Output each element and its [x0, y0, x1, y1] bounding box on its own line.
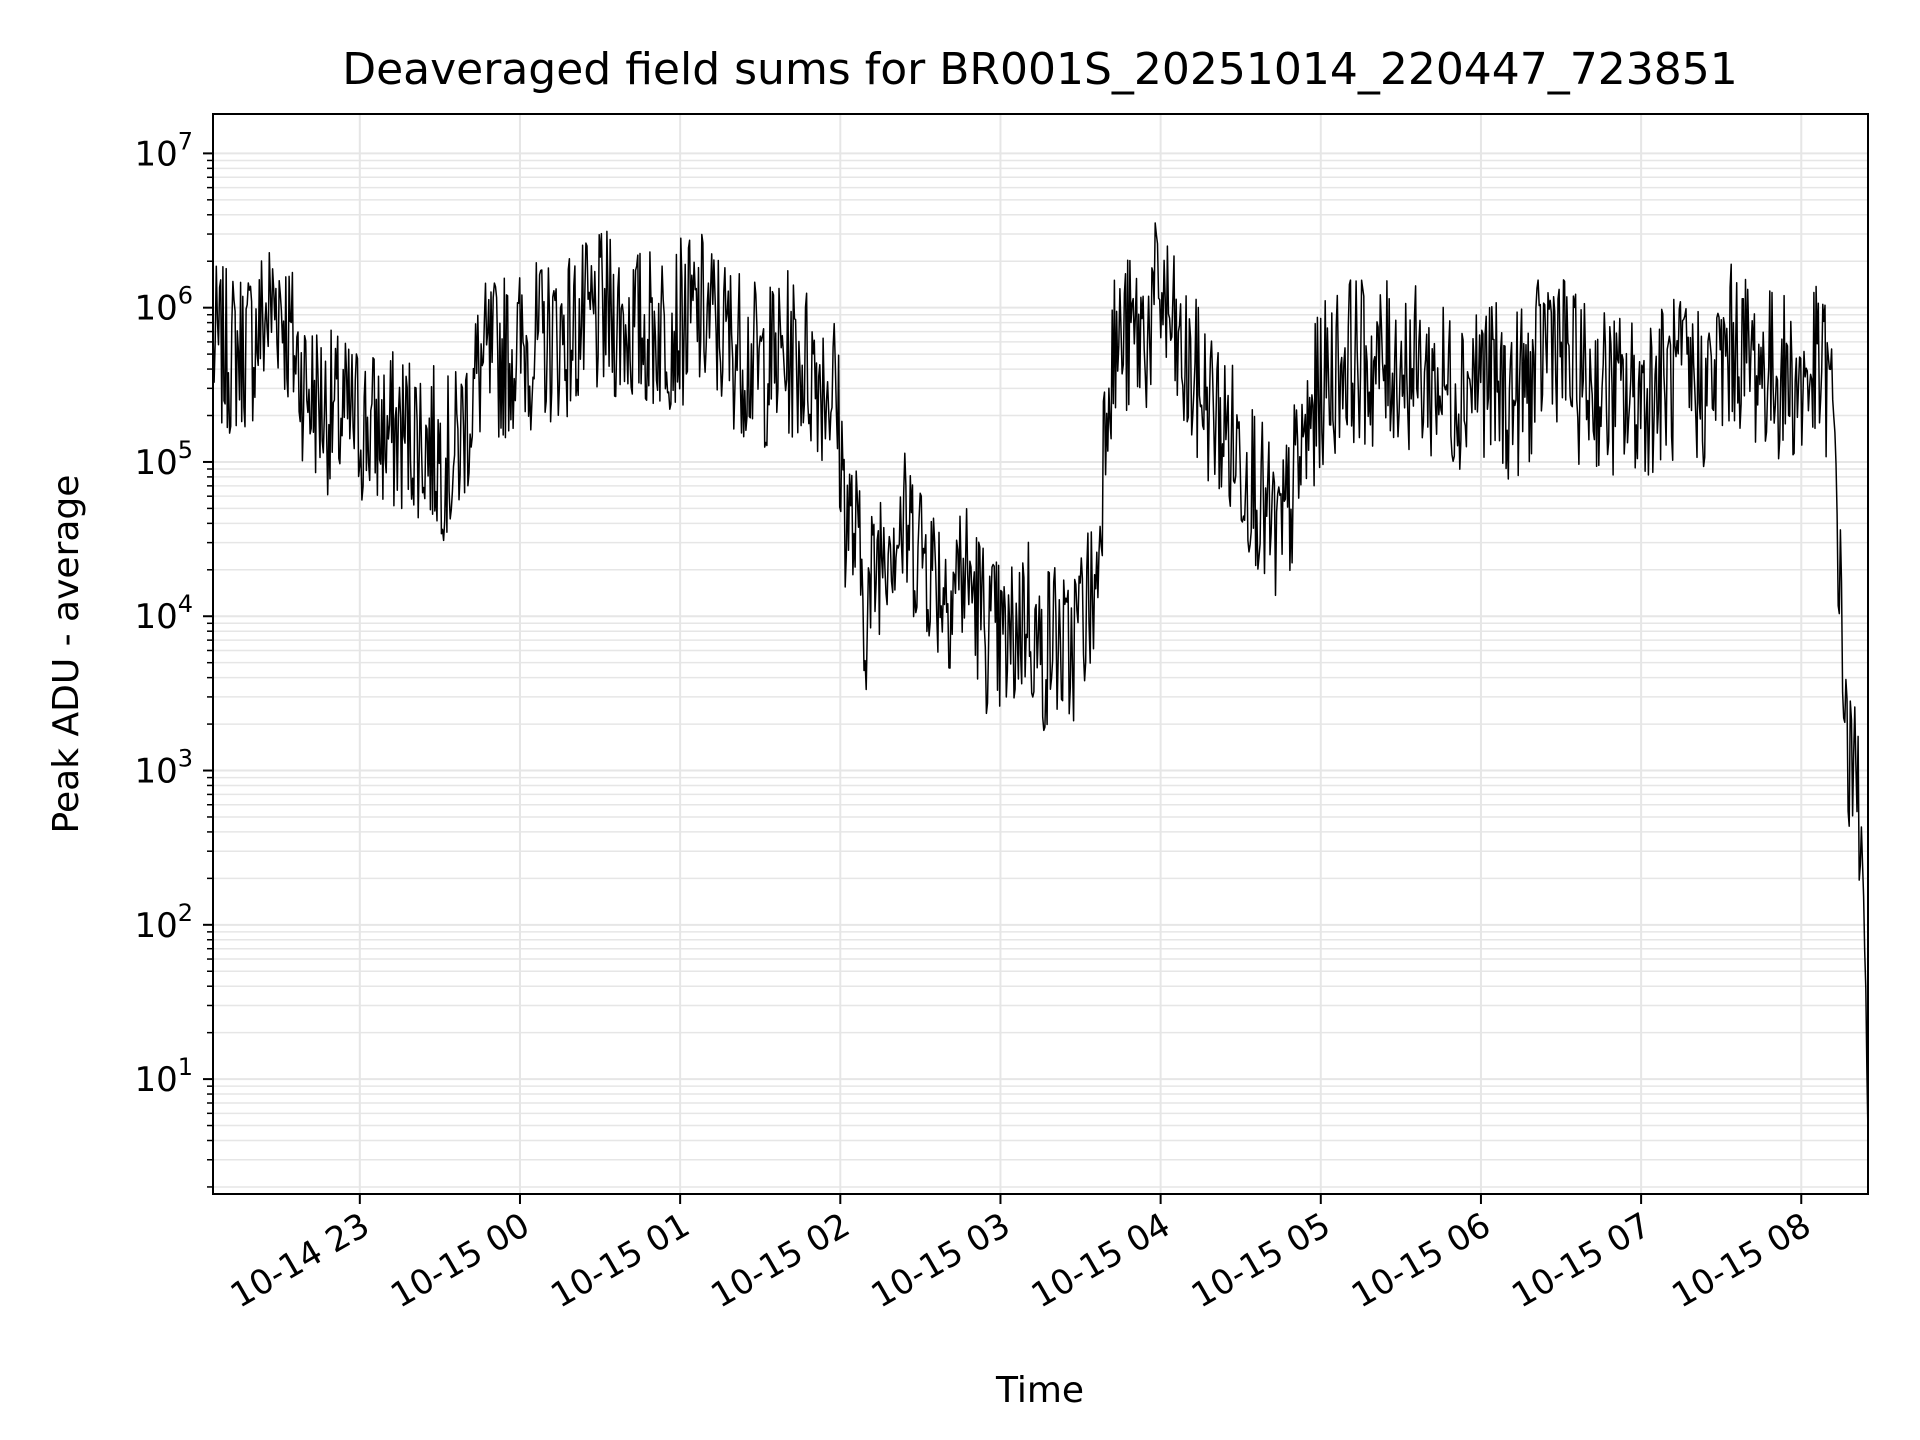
series-line — [212, 222, 1869, 1135]
x-tick-label: 10-15 02 — [704, 1205, 856, 1316]
y-tick-label: 102 — [134, 899, 193, 946]
y-tick-label: 103 — [134, 745, 193, 792]
y-tick-label: 104 — [134, 590, 193, 637]
x-tick-label: 10-15 00 — [384, 1205, 536, 1316]
y-tick-label: 101 — [134, 1053, 193, 1100]
x-axis: 10-14 23 10-15 00 10-15 01 10-15 02 10-15 03… — [224, 1194, 1818, 1316]
x-tick-label: 10-15 07 — [1505, 1205, 1657, 1316]
grid-layer — [213, 114, 1868, 1194]
y-tick-label: 107 — [134, 127, 193, 174]
x-tick-label: 10-15 06 — [1345, 1205, 1497, 1316]
x-tick-label: 10-15 05 — [1185, 1205, 1337, 1316]
x-tick-label: 10-15 08 — [1665, 1205, 1817, 1316]
x-tick-label: 10-15 01 — [544, 1205, 696, 1316]
y-axis: 101 102 103 104 105 106 107 — [134, 127, 213, 1188]
plot-area-frame — [212, 113, 1869, 1195]
x-axis-label: Time — [995, 1370, 1084, 1411]
chart-title: Deaveraged field sums for BR001S_2025101… — [342, 44, 1738, 95]
y-axis-label: Peak ADU - average — [46, 475, 87, 834]
x-tick-label: 10-15 03 — [865, 1205, 1017, 1316]
x-tick-label: 10-14 23 — [224, 1205, 376, 1316]
y-tick-label: 106 — [134, 282, 193, 329]
x-tick-label: 10-15 04 — [1025, 1205, 1177, 1316]
y-tick-label: 105 — [134, 436, 193, 483]
